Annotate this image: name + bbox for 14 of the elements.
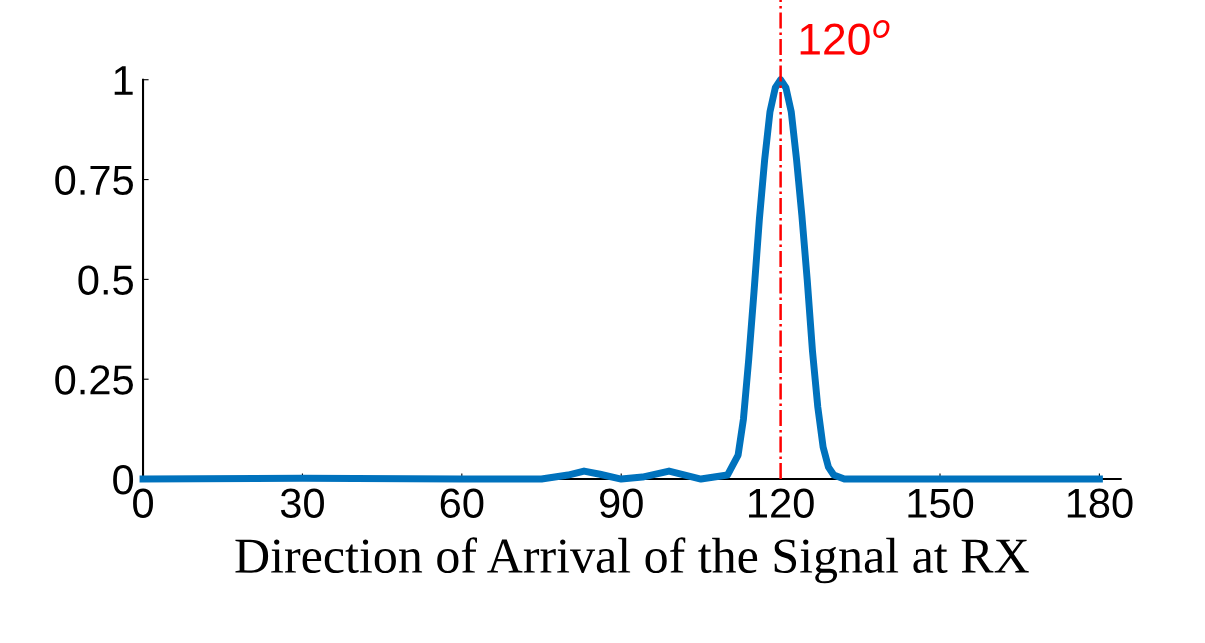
x-tick-label: 60 <box>440 488 484 518</box>
x-tick-label: 120 <box>749 488 814 518</box>
x-tick-label: 180 <box>1067 488 1133 518</box>
x-tick-label: 0 <box>133 488 153 518</box>
x-tick-label: 30 <box>280 488 324 518</box>
y-tick-label: 0.25 <box>55 365 133 395</box>
y-tick-label: 0 <box>113 465 134 495</box>
x-tick-label: 90 <box>600 488 643 518</box>
x-tick-label: 150 <box>908 488 974 518</box>
y-tick-label: 1 <box>114 66 133 95</box>
y-tick-label: 0.5 <box>78 265 133 295</box>
x-axis-title: Direction of Arrival of the Signal at RX <box>235 537 1029 584</box>
ref-line-label: 120$^{o}$ <box>800 20 890 55</box>
y-tick-label: 0.75 <box>55 165 133 196</box>
